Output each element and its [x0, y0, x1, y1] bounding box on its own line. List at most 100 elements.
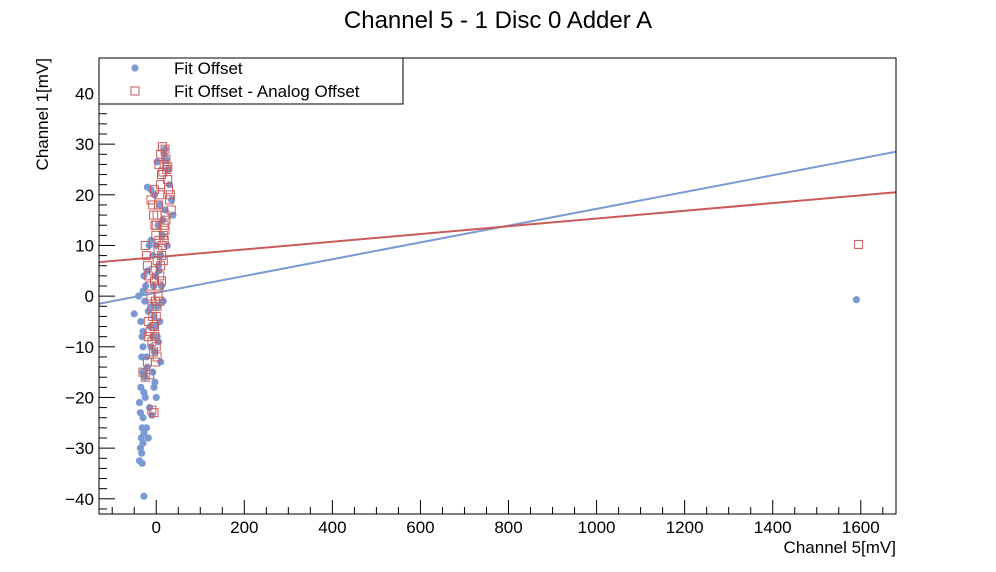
point-s1-4: [145, 281, 155, 291]
point-s0-51: [150, 191, 159, 199]
point-s1-1: [142, 251, 152, 261]
point-s0-74: [144, 307, 152, 315]
y-tick-label: 20: [75, 186, 94, 205]
point-s0-4: [137, 317, 145, 326]
point-s0-31: [142, 424, 151, 432]
point-s1-68: [155, 296, 165, 306]
point-s1-20: [143, 332, 153, 342]
point-s0-53: [143, 183, 152, 191]
point-s0-66: [157, 282, 166, 290]
point-s0-20: [138, 449, 146, 457]
point-s0-29: [151, 378, 159, 386]
chart-title: Channel 5 - 1 Disc 0 Adder A: [344, 7, 652, 34]
point-s0-25: [148, 411, 156, 419]
point-s0-0: [130, 310, 138, 318]
point-s1-66: [151, 311, 161, 321]
point-s1-2: [142, 261, 152, 271]
point-s1-61: [153, 246, 163, 256]
legend-box: [98, 57, 404, 105]
data-points: [130, 142, 864, 500]
point-s1-49: [153, 291, 163, 301]
y-tick-label: 30: [75, 135, 94, 154]
point-s0-1: [135, 292, 143, 300]
point-s1-9: [150, 332, 160, 342]
point-s1-60: [152, 256, 162, 266]
point-s0-77: [139, 328, 147, 336]
x-tick-label: 200: [230, 518, 258, 537]
point-s1-47: [155, 271, 165, 281]
legend-marker-fit-offset: [131, 64, 139, 72]
point-s1-39: [165, 190, 175, 200]
point-s1-26: [153, 200, 163, 210]
point-s0-80: [852, 296, 860, 304]
point-s1-0: [140, 240, 150, 250]
x-tick-label: 0: [152, 518, 161, 537]
point-s1-13: [149, 347, 159, 357]
point-s1-73: [161, 215, 171, 225]
point-s1-16: [143, 316, 153, 326]
point-s1-67: [149, 322, 159, 332]
point-s0-28: [152, 393, 160, 402]
y-tick-label: −40: [65, 490, 94, 509]
point-s0-23: [140, 492, 148, 500]
point-s0-30: [144, 434, 152, 442]
point-s0-22: [138, 459, 146, 467]
fit-lines: [98, 150, 897, 305]
point-s1-69: [157, 276, 167, 286]
point-s1-23: [138, 367, 148, 377]
point-s1-50: [152, 301, 162, 311]
x-tick-label: 600: [406, 518, 434, 537]
point-s0-35: [151, 322, 159, 331]
legend-marker-fit-minus-analog: [130, 86, 140, 96]
point-s1-38: [164, 195, 174, 205]
point-s1-42: [159, 220, 169, 230]
point-s1-54: [148, 200, 158, 210]
point-s1-63: [149, 276, 159, 286]
point-s1-64: [149, 266, 159, 276]
point-s0-50: [156, 201, 164, 209]
point-s0-6: [139, 343, 147, 351]
point-s1-55: [149, 185, 159, 195]
point-s1-28: [156, 180, 166, 190]
legend-label-fit-offset: Fit Offset: [174, 59, 243, 78]
point-s1-41: [160, 210, 170, 220]
y-tick-label: −10: [65, 338, 94, 357]
x-tick-label: 400: [318, 518, 346, 537]
point-s0-27: [149, 368, 157, 376]
point-s1-72: [160, 225, 170, 235]
point-s0-38: [148, 302, 156, 310]
point-s1-19: [140, 372, 150, 382]
point-s1-37: [164, 185, 174, 195]
point-s1-70: [158, 256, 168, 266]
y-tick-label: 0: [85, 287, 94, 306]
point-s0-32: [143, 363, 152, 371]
point-s1-52: [150, 220, 160, 230]
point-s1-33: [160, 144, 170, 154]
point-s1-17: [142, 357, 152, 367]
x-axis-label: Channel 5[mV]: [784, 538, 896, 557]
point-s0-79: [163, 241, 171, 250]
legend: Fit Offset Fit Offset - Analog Offset: [98, 57, 404, 105]
point-s1-21: [147, 405, 157, 415]
point-s1-51: [151, 230, 161, 240]
x-tick-label: 1200: [666, 518, 704, 537]
point-s1-56: [146, 195, 156, 205]
x-tick-label: 800: [494, 518, 522, 537]
point-s0-11: [141, 393, 149, 402]
legend-label-fit-minus-analog: Fit Offset - Analog Offset: [174, 82, 360, 101]
y-tick-label: −20: [65, 388, 94, 407]
x-tick-label: 1600: [842, 518, 880, 537]
point-s1-53: [149, 210, 159, 220]
x-axis-ticks: 0 200 400 600 800 1000 1200 1400 1600: [111, 500, 884, 537]
y-tick-label: 10: [75, 236, 94, 255]
fit-line-1: [98, 191, 897, 264]
point-s1-74: [854, 239, 864, 249]
point-s0-12: [135, 398, 144, 407]
point-s1-32: [157, 142, 167, 152]
point-s1-59: [159, 159, 169, 169]
y-axis-label: Channel 1[mV]: [33, 58, 52, 170]
point-s1-71: [159, 235, 169, 245]
point-s0-14: [139, 414, 147, 422]
point-s1-3: [143, 271, 153, 281]
point-s0-75: [142, 353, 151, 361]
